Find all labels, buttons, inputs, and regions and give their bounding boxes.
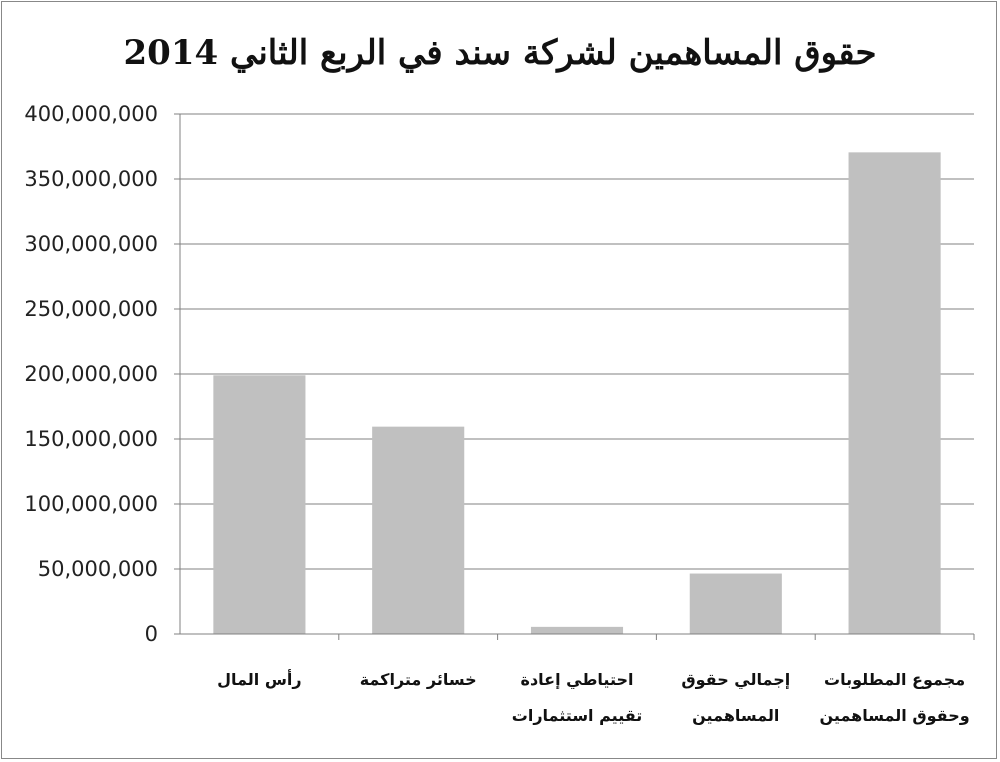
x-tick-label: وحقوق المساهمين: [820, 706, 970, 725]
y-tick-label: 150,000,000: [24, 427, 158, 451]
bar: [372, 426, 465, 634]
y-axis-ticks: 0 50,000,000 100,000,000 150,000,000 200,000…: [24, 102, 180, 646]
y-tick-label: 250,000,000: [24, 297, 158, 321]
bars: [213, 152, 941, 634]
chart-title: حقوق المساهمين لشركة سند في الربع الثاني…: [124, 33, 877, 73]
x-tick-label: خسائر متراكمة: [360, 670, 477, 689]
x-tick-label: تقييم استثمارات: [512, 706, 643, 725]
y-tick-label: 0: [145, 622, 158, 646]
y-tick-label: 300,000,000: [24, 232, 158, 256]
x-tick-label: رأس المال: [217, 669, 301, 689]
x-tick-label: احتياطي إعادة: [521, 670, 634, 690]
gridlines: [180, 113, 974, 570]
bar: [689, 573, 782, 634]
y-tick-label: 200,000,000: [24, 362, 158, 386]
y-tick-label: 400,000,000: [24, 102, 158, 126]
x-tick-label: المساهمين: [692, 706, 779, 725]
y-tick-label: 50,000,000: [38, 557, 158, 581]
x-tick-label: مجموع المطلوبات: [824, 670, 965, 689]
bar: [530, 626, 624, 634]
x-tick-label: إجمالي حقوق: [681, 670, 790, 690]
y-tick-label: 100,000,000: [24, 492, 158, 516]
x-axis-ticks: رأس المال خسائر متراكمة احتياطي إعادة تقييم…: [217, 634, 975, 725]
bar: [213, 375, 306, 634]
bar: [848, 152, 941, 634]
y-tick-label: 350,000,000: [24, 167, 158, 191]
